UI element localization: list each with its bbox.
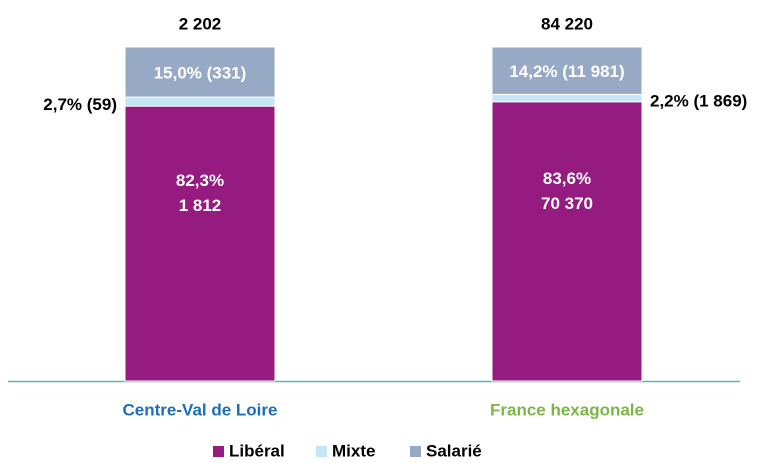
data-label: 83,6% <box>543 169 591 188</box>
total-label: 2 202 <box>179 14 222 33</box>
legend-swatch <box>316 446 327 457</box>
legend-swatch <box>213 446 224 457</box>
data-label: 2,2% (1 869) <box>650 92 747 111</box>
legend-swatch <box>410 446 421 457</box>
bar-segment <box>124 105 276 382</box>
x-tick-label: France hexagonale <box>490 400 644 419</box>
bar-segment <box>491 46 643 95</box>
total-label: 84 220 <box>541 14 593 33</box>
count-label: 1 812 <box>179 196 222 215</box>
data-label: 82,3% <box>176 171 224 190</box>
x-tick-label: Centre-Val de Loire <box>123 400 278 419</box>
bar-segment <box>491 93 643 103</box>
bar-segment <box>124 46 276 98</box>
legend-label: Mixte <box>332 441 375 460</box>
legend-label: Libéral <box>229 441 285 460</box>
data-label: 2,7% (59) <box>43 95 117 114</box>
bar-segment <box>124 96 276 107</box>
bar-segment <box>491 101 643 382</box>
count-label: 70 370 <box>541 194 593 213</box>
data-label: 15,0% (331) <box>154 64 247 83</box>
data-label: 14,2% (11 981) <box>509 62 624 81</box>
legend-label: Salarié <box>426 441 482 460</box>
